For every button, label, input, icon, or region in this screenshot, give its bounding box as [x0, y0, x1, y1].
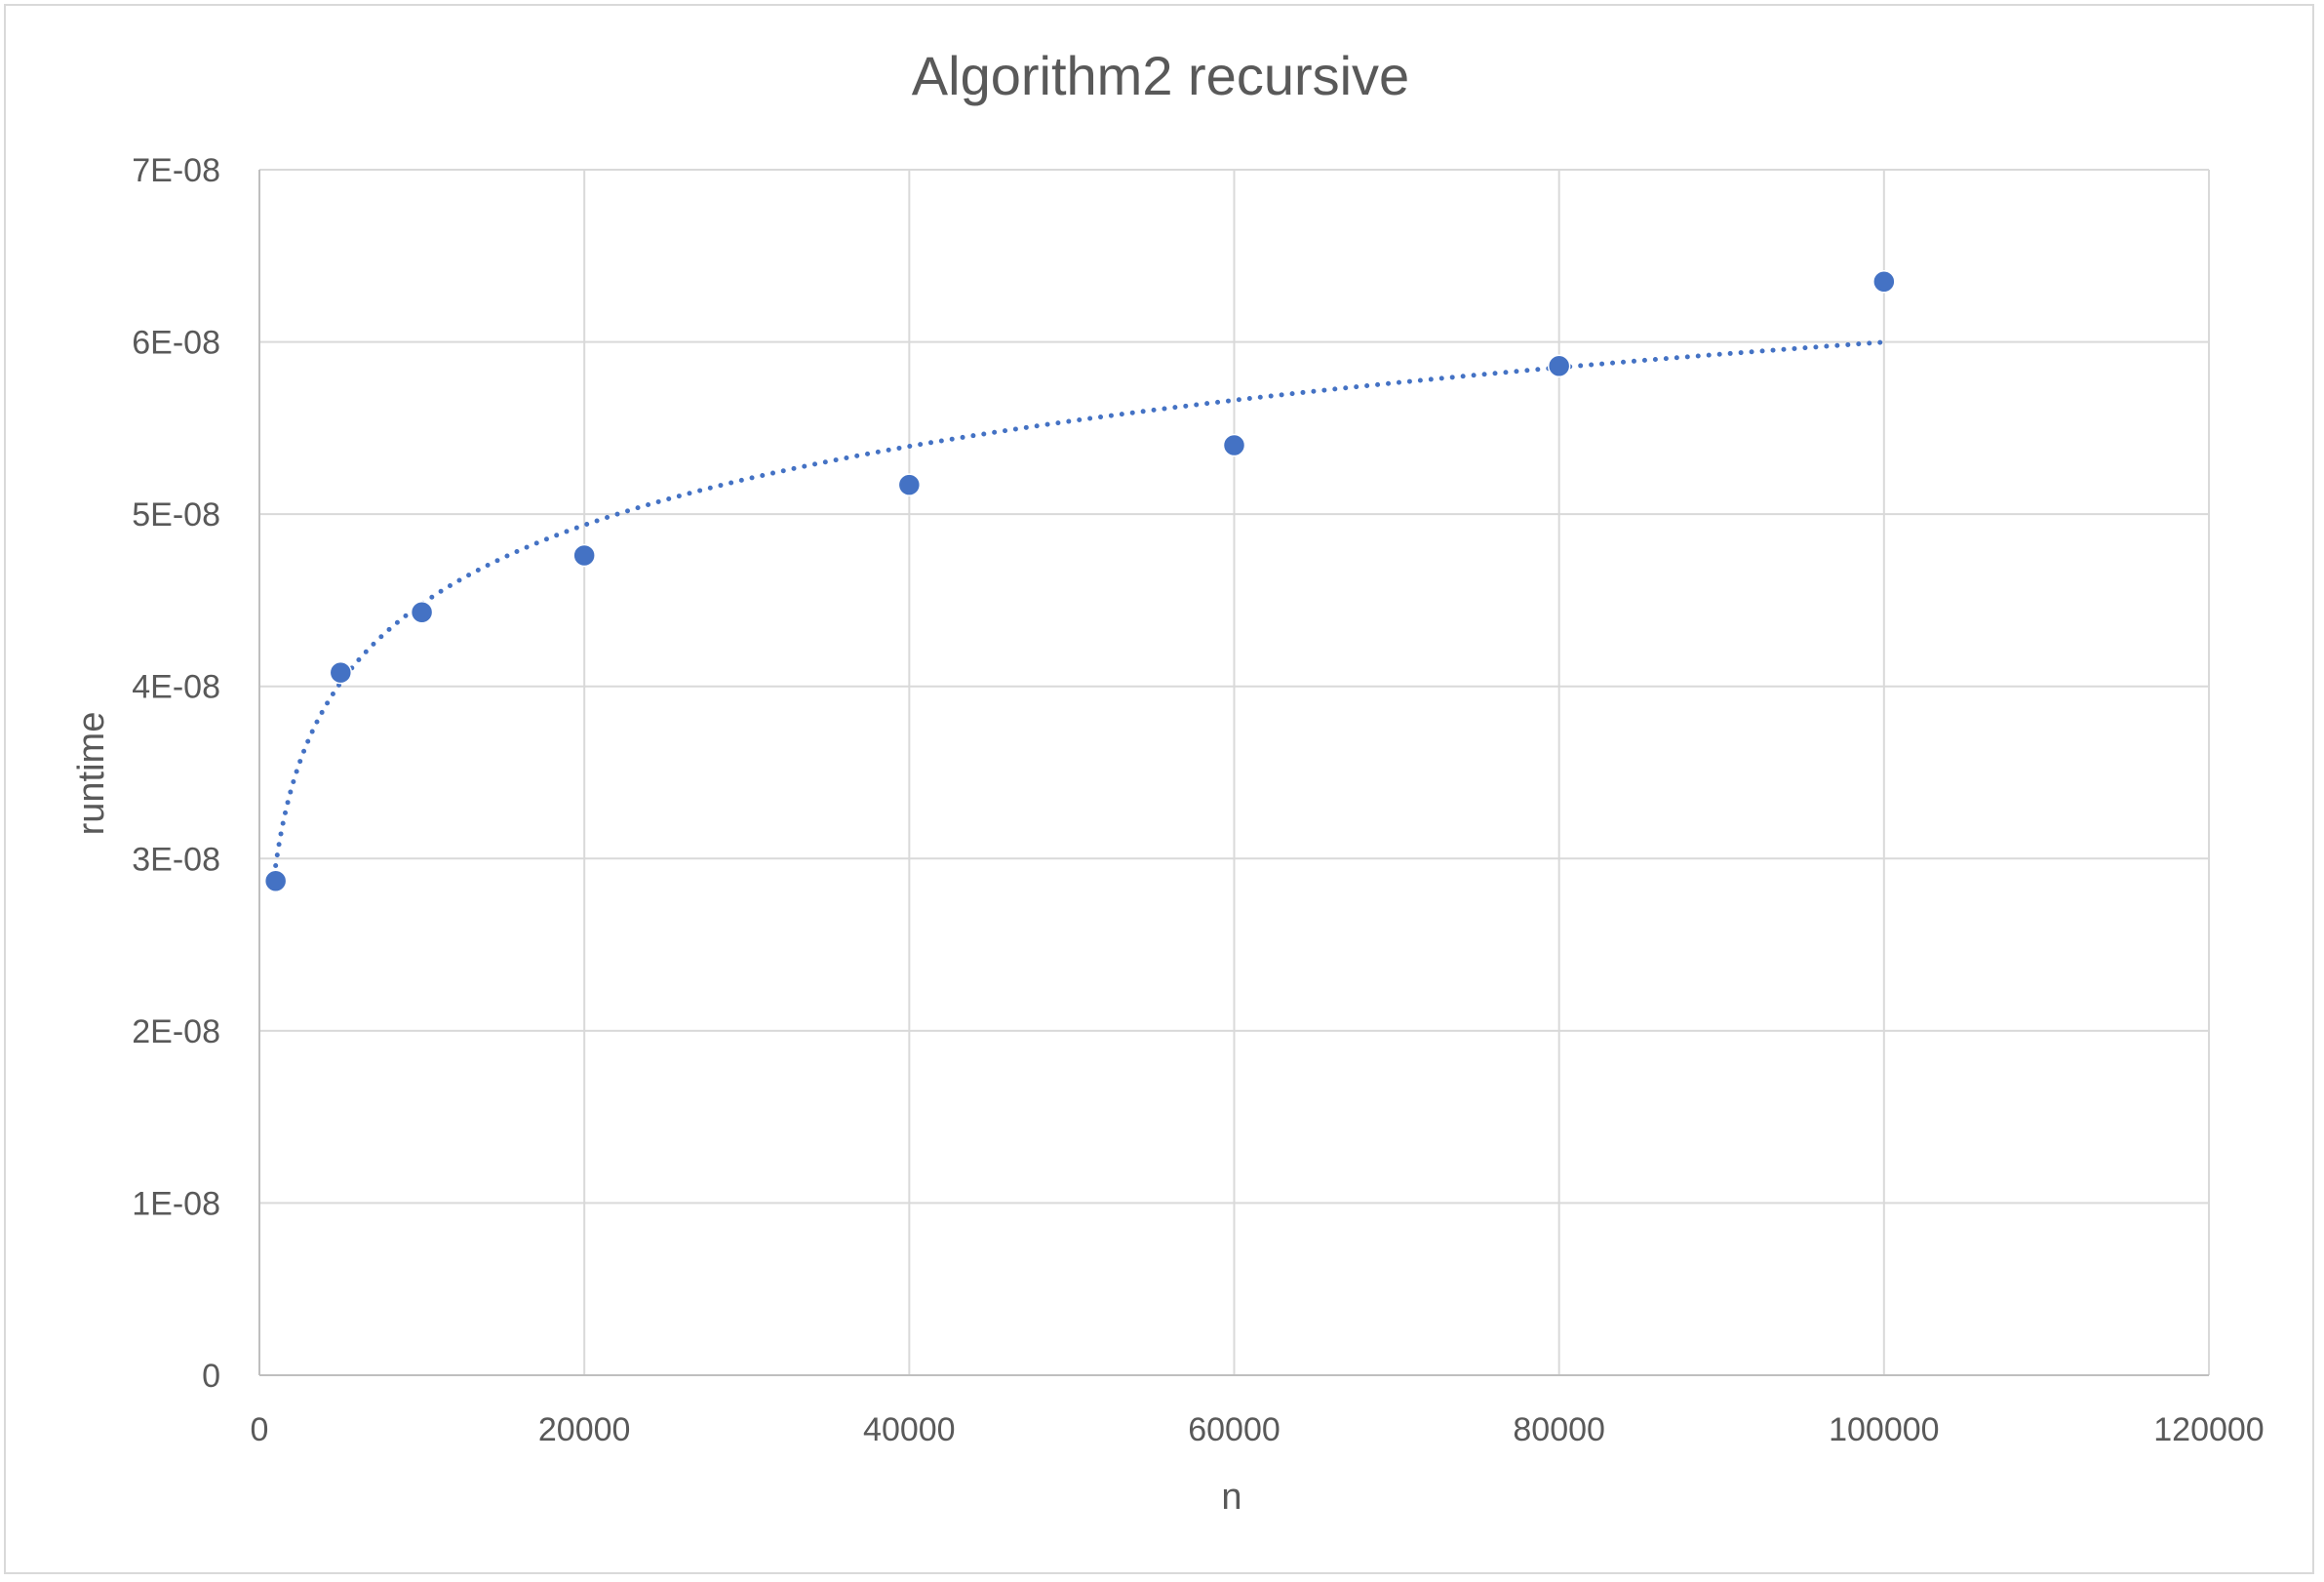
axes: [258, 170, 2209, 1376]
tick-labels: 0 1E-08 2E-08 3E-08 4E-08 5E-08 6E-08 7E-08 0 200…: [132, 152, 2264, 1448]
x-tick-label: 80000: [1513, 1411, 1605, 1448]
y-tick-label: 3E-08: [132, 841, 220, 878]
data-point: [329, 660, 353, 685]
y-tick-label: 2E-08: [132, 1013, 220, 1050]
y-axis-title: runtime: [71, 712, 112, 836]
data-point: [897, 473, 922, 496]
x-tick-label: 0: [251, 1411, 269, 1448]
data-point: [263, 869, 288, 892]
data-point: [410, 601, 434, 624]
y-tick-label: 7E-08: [132, 152, 220, 189]
x-tick-label: 120000: [2153, 1411, 2264, 1448]
x-tick-label: 60000: [1188, 1411, 1280, 1448]
x-tick-label: 40000: [863, 1411, 956, 1448]
x-tick-label: 100000: [1829, 1411, 1939, 1448]
trendline-layer: [273, 339, 1887, 868]
y-tick-label: 0: [202, 1358, 220, 1395]
trendline: [273, 339, 1887, 868]
chart-area: [4, 4, 2314, 1574]
y-tick-label: 4E-08: [132, 669, 220, 706]
data-point: [572, 543, 596, 568]
data-point: [1222, 433, 1246, 457]
data-point: [1547, 354, 1571, 378]
data-points: [263, 270, 1896, 892]
x-axis-title: n: [1221, 1477, 1241, 1518]
y-tick-label: 5E-08: [132, 496, 220, 534]
y-tick-label: 6E-08: [132, 325, 220, 362]
x-tick-label: 20000: [538, 1411, 631, 1448]
gridlines: [259, 169, 2210, 1375]
data-point: [1872, 270, 1896, 294]
chart-title: Algorithm2 recursive: [912, 45, 1409, 106]
y-tick-label: 1E-08: [132, 1185, 220, 1222]
